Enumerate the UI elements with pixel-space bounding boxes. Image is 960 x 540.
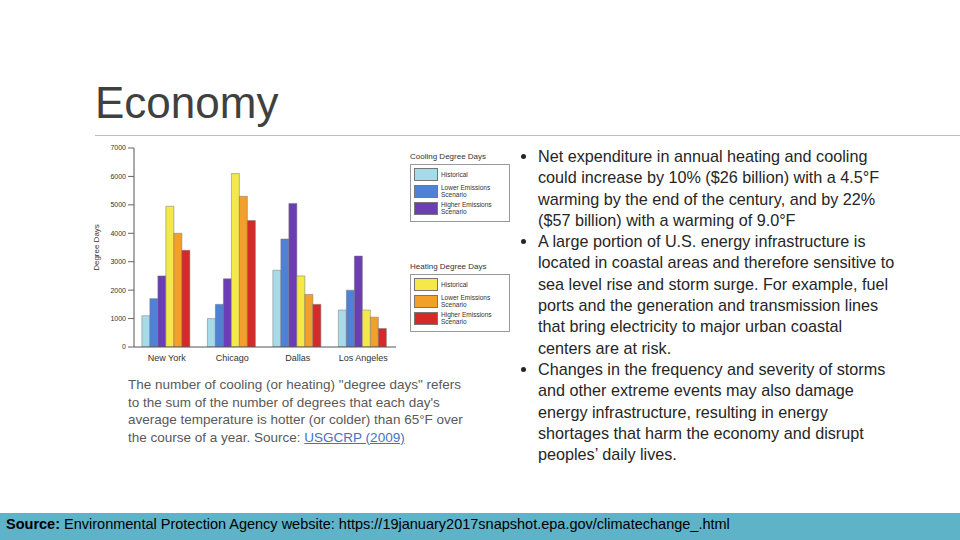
html-text:Lower Emissions Scenario: Lower Emissions Scenario: [441, 184, 491, 198]
html-text:Historical: Historical: [441, 281, 468, 288]
html-text:Higher Emissions Scenario: Higher Emissions Scenario: [441, 201, 492, 215]
svg-text:New York: New York: [148, 353, 187, 363]
html-text:Lower Emissions Scenario: Lower Emissions Scenario: [441, 294, 491, 308]
html-text:Changes in the frequency and s: Changes in the frequency and severity of…: [538, 360, 886, 464]
svg-text:3000: 3000: [110, 258, 126, 265]
html-text:Cooling Degree Days: Cooling Degree Days: [410, 152, 486, 161]
svg-text:1000: 1000: [110, 315, 126, 322]
svg-text:Degree Days: Degree Days: [92, 224, 101, 271]
html-text:A large portion of U.S. energy: A large portion of U.S. energy infrastru…: [538, 232, 895, 357]
html-text:Heating Degree Days: Heating Degree Days: [410, 262, 487, 271]
svg-text:2000: 2000: [110, 287, 126, 294]
svg-text:Chicago: Chicago: [216, 353, 249, 363]
svg-text:4000: 4000: [110, 230, 126, 237]
svg-text:6000: 6000: [110, 173, 126, 180]
svg-text:5000: 5000: [110, 201, 126, 208]
html-text:The number of cooling (or heat: The number of cooling (or heating) "degr…: [128, 377, 463, 445]
html-text:Source: Environmental Protecti: Source: Environmental Protection Agency …: [6, 516, 730, 532]
svg-text:Dallas: Dallas: [285, 353, 311, 363]
html-text:Economy: Economy: [95, 78, 279, 127]
html-text:Higher Emissions Scenario: Higher Emissions Scenario: [441, 311, 492, 325]
svg-text:7000: 7000: [110, 144, 126, 151]
html-text:Historical: Historical: [441, 171, 468, 178]
svg-text:Los Angeles: Los Angeles: [339, 353, 389, 363]
svg-text:0: 0: [122, 343, 126, 350]
html-text:Net expenditure in annual heat: Net expenditure in annual heating and co…: [538, 147, 880, 229]
